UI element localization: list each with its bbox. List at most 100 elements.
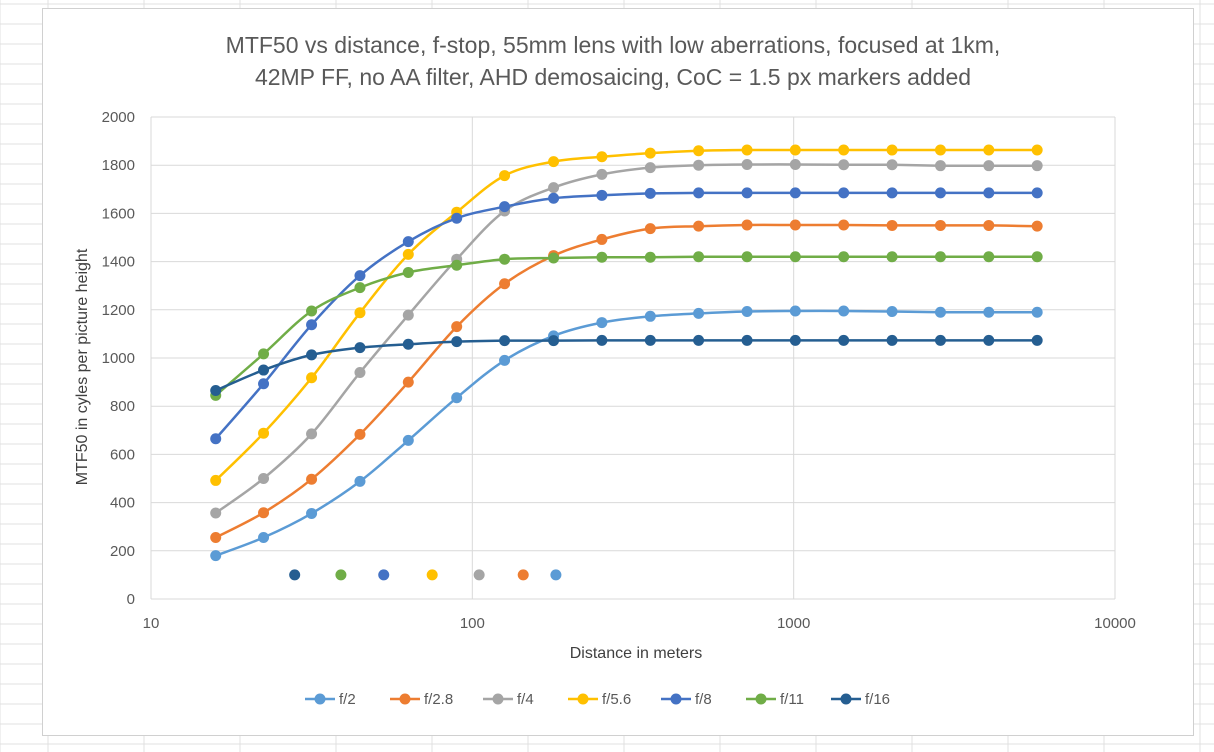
series-f11	[210, 251, 1043, 401]
data-point	[789, 187, 801, 199]
data-point	[693, 251, 705, 263]
chart-area[interactable]: MTF50 vs distance, f-stop, 55mm lens wit…	[42, 8, 1194, 736]
data-point	[451, 336, 463, 348]
y-tick-label: 800	[110, 398, 135, 415]
data-point	[983, 219, 995, 231]
data-point	[499, 253, 511, 265]
data-point	[934, 144, 946, 156]
legend-item: f/5.6	[568, 691, 631, 708]
data-point	[596, 189, 608, 201]
data-point	[499, 354, 511, 366]
legend-label: f/4	[517, 691, 534, 708]
series-line	[214, 148, 1038, 482]
data-point	[838, 144, 850, 156]
data-point	[306, 305, 318, 317]
data-point	[1031, 251, 1043, 263]
data-point	[596, 233, 608, 245]
data-point	[741, 334, 753, 346]
data-point	[354, 270, 366, 282]
y-tick-label: 1800	[102, 157, 135, 174]
data-point	[210, 474, 222, 486]
data-point	[1031, 187, 1043, 199]
data-point	[983, 251, 995, 263]
data-point	[741, 251, 753, 263]
y-tick-label: 1000	[102, 350, 135, 367]
data-point	[693, 145, 705, 157]
data-point	[402, 434, 414, 446]
data-point	[741, 219, 753, 231]
x-tick-label: 100	[460, 615, 485, 632]
legend-label: f/2.8	[424, 691, 453, 708]
legend-item: f/2.8	[390, 691, 453, 708]
series-f2	[210, 305, 1043, 562]
legend-item: f/4	[483, 691, 534, 708]
data-point	[741, 158, 753, 170]
data-point	[741, 305, 753, 317]
chart-title-line-2: 42MP FF, no AA filter, AHD demosaicing, …	[255, 64, 971, 90]
data-point	[789, 334, 801, 346]
series-f5-6	[210, 144, 1043, 486]
data-point	[934, 160, 946, 172]
data-point	[886, 144, 898, 156]
data-point	[306, 507, 318, 519]
coc-marker-point	[517, 569, 529, 581]
data-point	[983, 306, 995, 318]
series-f16	[210, 334, 1043, 397]
data-point	[548, 156, 560, 168]
data-point	[354, 475, 366, 487]
data-point	[934, 251, 946, 263]
data-point	[644, 310, 656, 322]
data-point	[789, 219, 801, 231]
data-point	[210, 550, 222, 562]
data-point	[741, 144, 753, 156]
series-line	[214, 163, 1038, 515]
data-point	[886, 305, 898, 317]
legend-item: f/8	[661, 691, 712, 708]
data-point	[451, 212, 463, 224]
data-point	[258, 348, 270, 360]
data-point	[886, 159, 898, 171]
data-point	[258, 364, 270, 376]
data-point	[693, 334, 705, 346]
legend-marker	[577, 693, 589, 705]
data-point	[693, 307, 705, 319]
data-point	[499, 278, 511, 290]
x-axis-title: Distance in meters	[570, 645, 703, 662]
y-axis-ticks: 0 200 400 600 800 1000 1200 1400 1600 1800 2000	[102, 109, 135, 608]
data-point	[210, 507, 222, 519]
x-tick-label: 10000	[1094, 615, 1136, 632]
data-point	[210, 385, 222, 397]
data-point	[499, 170, 511, 182]
data-point	[354, 428, 366, 440]
legend-label: f/16	[865, 691, 890, 708]
data-point	[644, 147, 656, 159]
data-point	[402, 236, 414, 248]
data-point	[258, 378, 270, 390]
data-point	[306, 349, 318, 361]
data-point	[693, 220, 705, 232]
data-point	[451, 321, 463, 333]
data-point	[693, 187, 705, 199]
legend-item: f/16	[831, 691, 890, 708]
mtf50-line-chart: MTF50 vs distance, f-stop, 55mm lens wit…	[74, 32, 1136, 708]
data-point	[1031, 306, 1043, 318]
data-point	[499, 201, 511, 213]
legend: f/2 f/2.8 f/4 f/5.6 f/8 f/11 f/16	[305, 691, 890, 708]
coc-marker-point	[289, 569, 301, 581]
data-point	[983, 144, 995, 156]
data-point	[789, 158, 801, 170]
coc-marker-point	[426, 569, 438, 581]
data-point	[789, 305, 801, 317]
data-point	[644, 187, 656, 199]
legend-marker	[840, 693, 852, 705]
data-point	[451, 392, 463, 404]
data-point	[210, 433, 222, 445]
data-point	[451, 259, 463, 271]
y-tick-label: 200	[110, 543, 135, 560]
x-tick-label: 1000	[777, 615, 810, 632]
coc-markers	[289, 569, 562, 581]
data-point	[306, 372, 318, 384]
data-point	[210, 532, 222, 544]
data-point	[838, 187, 850, 199]
data-point	[354, 342, 366, 354]
